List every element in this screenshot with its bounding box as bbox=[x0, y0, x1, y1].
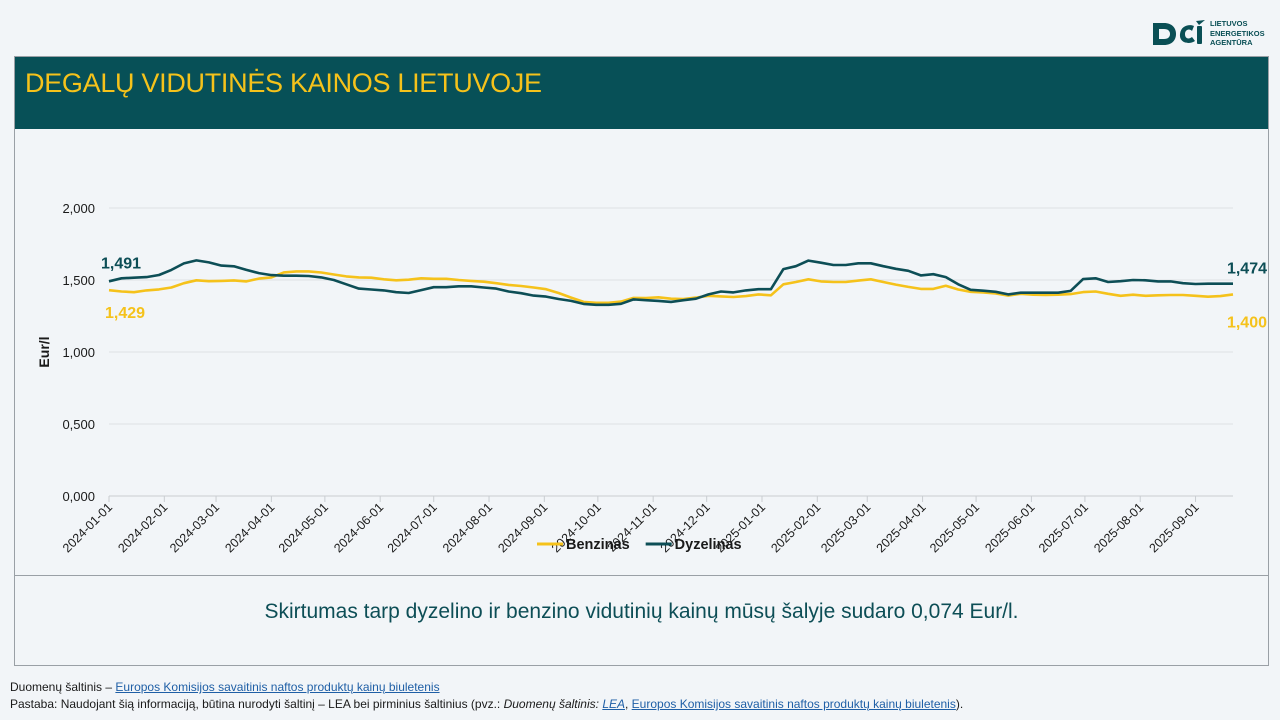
line-chart: 0,000 0,500 1,000 1,500 2,000 Eur/l 2024-01-01… bbox=[36, 201, 1267, 555]
content-frame: DEGALŲ VIDUTINĖS KAINOS LIETUVOJE 0,000 0… bbox=[14, 56, 1269, 666]
note-source-link[interactable]: Europos Komisijos savaitinis naftos prod… bbox=[631, 697, 956, 711]
note-suffix: ). bbox=[955, 697, 964, 711]
source-line: Duomenų šaltinis – Europos Komisijos sav… bbox=[10, 679, 963, 696]
y-axis-label: Eur/l bbox=[36, 336, 52, 367]
x-tick-label: 2024-08-01 bbox=[440, 500, 495, 555]
page-title: DEGALŲ VIDUTINĖS KAINOS LIETUVOJE bbox=[25, 68, 542, 98]
note-separator: , bbox=[625, 697, 632, 711]
x-tick-label: 2024-09-01 bbox=[495, 500, 550, 555]
x-tick-label: 2024-04-01 bbox=[222, 500, 277, 555]
logo-line: ENERGETIKOS bbox=[1210, 28, 1265, 38]
x-tick-label: 2025-07-01 bbox=[1036, 500, 1091, 555]
lea-logo: LIETUVOS ENERGETIKOS AGENTŪRA bbox=[1150, 17, 1270, 51]
y-tick-label: 1,500 bbox=[62, 273, 95, 288]
start-label-benzinas: 1,429 bbox=[105, 305, 145, 322]
source-prefix: Duomenų šaltinis – bbox=[10, 680, 116, 694]
lea-link-text: LEA bbox=[602, 697, 625, 711]
note-prefix: Pastaba: Naudojant šią informaciją, būti… bbox=[10, 697, 504, 711]
end-label-benzinas: 1,400 bbox=[1227, 314, 1267, 331]
y-tick-label: 0,500 bbox=[62, 417, 95, 432]
lea-logo-icon bbox=[1153, 20, 1205, 45]
y-tick-label: 2,000 bbox=[62, 201, 95, 216]
start-label-dyzelinas: 1,491 bbox=[101, 255, 141, 272]
source-link[interactable]: Europos Komisijos savaitinis naftos prod… bbox=[115, 680, 440, 694]
legend-label-benzinas: Benzinas bbox=[566, 537, 630, 553]
price-chart: 0,000 0,500 1,000 1,500 2,000 Eur/l 2024-01-01… bbox=[15, 129, 1268, 576]
logo-line: AGENTŪRA bbox=[1210, 38, 1253, 47]
x-tick-label: 2025-08-01 bbox=[1091, 500, 1146, 555]
title-banner: DEGALŲ VIDUTINĖS KAINOS LIETUVOJE bbox=[15, 57, 1268, 129]
x-tick-label: 2025-04-01 bbox=[874, 500, 929, 555]
x-tick-label: 2025-06-01 bbox=[982, 500, 1037, 555]
y-tick-label: 1,000 bbox=[62, 345, 95, 360]
logo-text: LIETUVOS ENERGETIKOS AGENTŪRA bbox=[1210, 19, 1280, 48]
x-tick-label: 2025-03-01 bbox=[818, 500, 873, 555]
x-tick-label: 2024-05-01 bbox=[276, 500, 331, 555]
x-tick-label: 2024-03-01 bbox=[167, 500, 222, 555]
end-label-dyzelinas: 1,474 bbox=[1227, 261, 1267, 278]
y-tick-label: 0,000 bbox=[62, 489, 95, 504]
x-tick-label: 2024-07-01 bbox=[385, 500, 440, 555]
note-italic: Duomenų šaltinis: bbox=[503, 697, 603, 711]
logo-line: LIETUVOS bbox=[1210, 19, 1248, 28]
x-tick-label: 2025-02-01 bbox=[768, 500, 823, 555]
x-tick-label: 2024-02-01 bbox=[115, 500, 170, 555]
series-line-benzinas bbox=[108, 270, 1234, 305]
legend-label-dyzelinas: Dyzelinas bbox=[675, 537, 742, 553]
summary-text: Skirtumas tarp dyzelino ir benzino vidut… bbox=[264, 600, 1019, 623]
footer: Duomenų šaltinis – Europos Komisijos sav… bbox=[10, 679, 963, 713]
series-line-dyzelinas bbox=[108, 259, 1233, 307]
x-tick-label: 2025-05-01 bbox=[927, 500, 982, 555]
summary-box: Skirtumas tarp dyzelino ir benzino vidut… bbox=[15, 576, 1268, 666]
x-tick-label: 2025-09-01 bbox=[1147, 500, 1202, 555]
x-tick-label: 2024-06-01 bbox=[331, 500, 386, 555]
lea-link[interactable]: LEA bbox=[602, 697, 625, 711]
note-line: Pastaba: Naudojant šią informaciją, būti… bbox=[10, 696, 963, 713]
x-tick-label: 2024-01-01 bbox=[60, 500, 115, 555]
